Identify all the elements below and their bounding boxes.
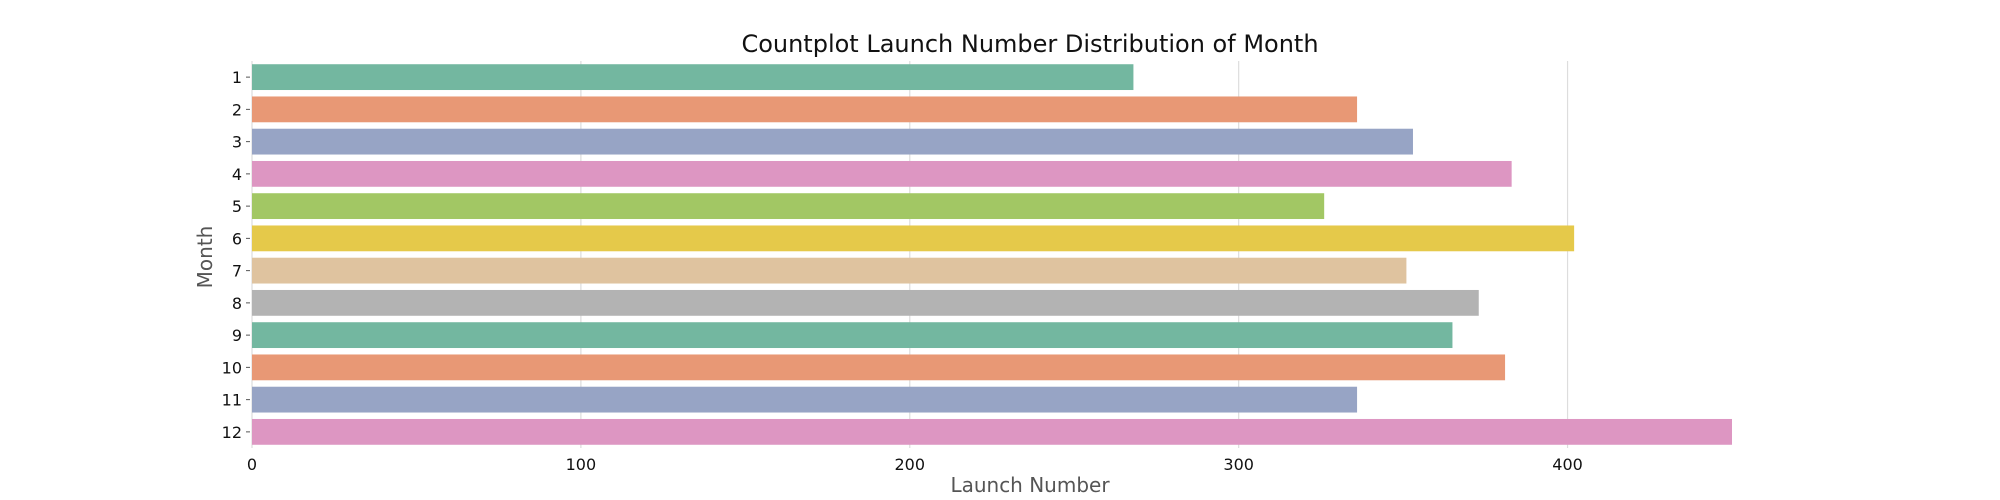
y-tick-label: 4 <box>232 165 242 184</box>
y-tick-label: 5 <box>232 197 242 216</box>
y-tick-label: 3 <box>232 133 242 152</box>
y-tick-label: 8 <box>232 294 242 313</box>
bar-month-8 <box>252 289 1479 316</box>
grid <box>251 61 1569 448</box>
y-tick-label: 10 <box>222 358 242 377</box>
bar-month-11 <box>252 386 1358 413</box>
x-tick-label: 200 <box>895 455 926 474</box>
bar-month-5 <box>252 193 1325 220</box>
bar-month-6 <box>252 225 1575 252</box>
bar-month-7 <box>252 257 1407 284</box>
bar-month-9 <box>252 322 1453 349</box>
y-tick-label: 2 <box>232 100 242 119</box>
x-axis-ticks: 0 100 200 300 400 <box>247 455 1583 474</box>
x-tick-label: 300 <box>1223 455 1254 474</box>
y-tick-label: 11 <box>222 391 242 410</box>
bar-month-12 <box>252 418 1732 445</box>
y-tick-label: 9 <box>232 326 242 345</box>
x-tick-label: 100 <box>566 455 597 474</box>
bars <box>252 64 1732 445</box>
bar-month-4 <box>252 160 1512 187</box>
bar-month-1 <box>252 64 1134 91</box>
y-tick-label: 12 <box>222 423 242 442</box>
y-axis-label: Month <box>193 226 217 289</box>
y-tick-label: 7 <box>232 262 242 281</box>
x-tick-label: 0 <box>247 455 257 474</box>
y-tick-label: 1 <box>232 68 242 87</box>
bar-month-3 <box>252 128 1413 155</box>
x-axis-label: Launch Number <box>950 473 1110 497</box>
y-tick-label: 6 <box>232 229 242 248</box>
bar-month-2 <box>252 96 1358 123</box>
x-tick-label: 400 <box>1552 455 1583 474</box>
chart-title: Countplot Launch Number Distribution of … <box>741 30 1318 58</box>
bar-month-10 <box>252 354 1506 381</box>
